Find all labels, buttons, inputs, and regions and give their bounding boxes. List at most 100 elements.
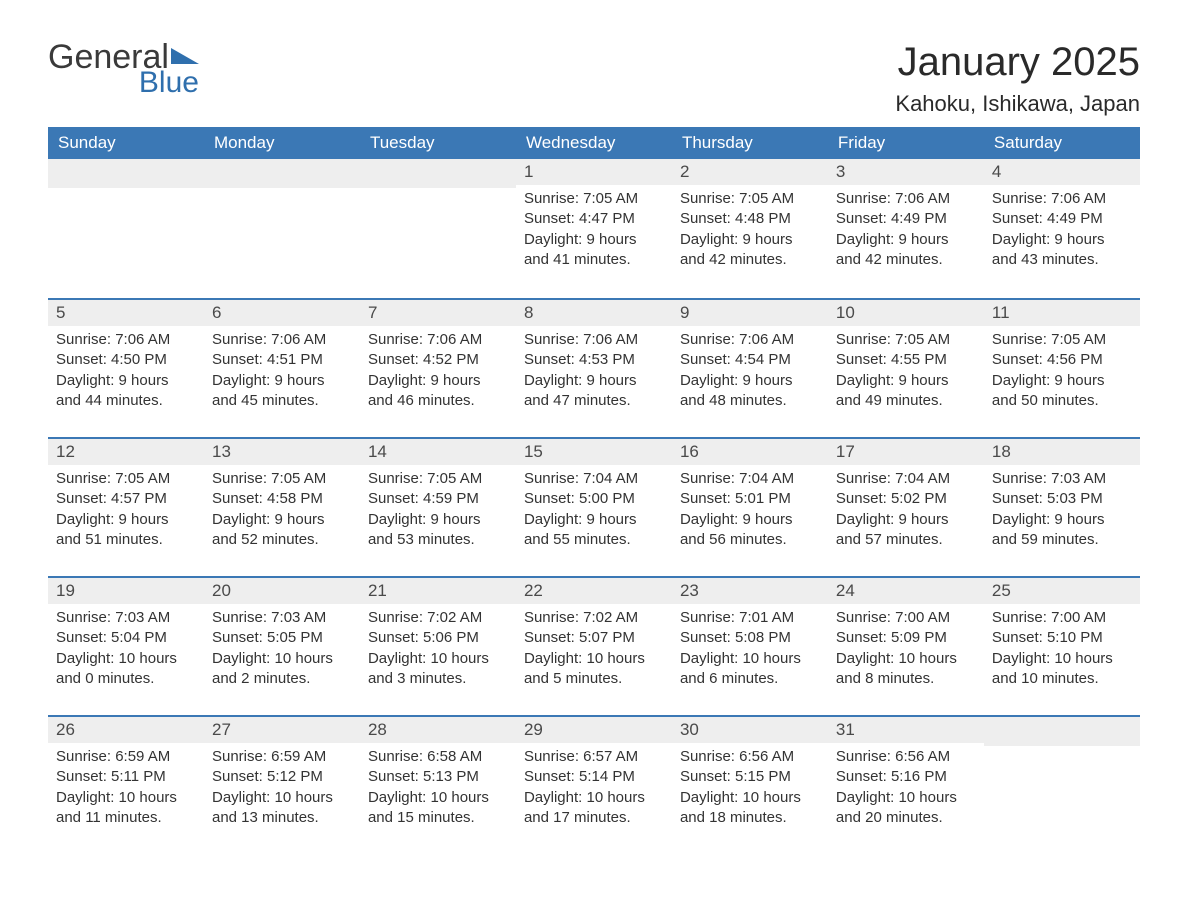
dl1-text: Daylight: 9 hours xyxy=(680,371,820,391)
day-number: 1 xyxy=(516,159,672,185)
sunset-text: Sunset: 4:57 PM xyxy=(56,489,196,509)
sunset-text: Sunset: 4:47 PM xyxy=(524,209,664,229)
dl1-text: Daylight: 10 hours xyxy=(524,649,664,669)
sunset-text: Sunset: 4:51 PM xyxy=(212,350,352,370)
sunrise-text: Sunrise: 7:06 AM xyxy=(212,330,352,350)
dl2-text: and 52 minutes. xyxy=(212,530,352,550)
day-number: 13 xyxy=(204,439,360,465)
dl2-text: and 49 minutes. xyxy=(836,391,976,411)
day-body: Sunrise: 7:06 AMSunset: 4:49 PMDaylight:… xyxy=(984,185,1140,296)
dl2-text: and 53 minutes. xyxy=(368,530,508,550)
sunset-text: Sunset: 5:06 PM xyxy=(368,628,508,648)
page-subtitle: Kahoku, Ishikawa, Japan xyxy=(895,91,1140,117)
day-cell: 13Sunrise: 7:05 AMSunset: 4:58 PMDayligh… xyxy=(204,438,360,577)
day-cell: 4Sunrise: 7:06 AMSunset: 4:49 PMDaylight… xyxy=(984,159,1140,299)
sunrise-text: Sunrise: 7:06 AM xyxy=(56,330,196,350)
day-cell: 9Sunrise: 7:06 AMSunset: 4:54 PMDaylight… xyxy=(672,299,828,438)
sunset-text: Sunset: 5:00 PM xyxy=(524,489,664,509)
day-number xyxy=(360,159,516,188)
sunrise-text: Sunrise: 7:05 AM xyxy=(56,469,196,489)
sunset-text: Sunset: 5:04 PM xyxy=(56,628,196,648)
dl2-text: and 50 minutes. xyxy=(992,391,1132,411)
sunset-text: Sunset: 5:15 PM xyxy=(680,767,820,787)
day-cell: 14Sunrise: 7:05 AMSunset: 4:59 PMDayligh… xyxy=(360,438,516,577)
sunrise-text: Sunrise: 6:59 AM xyxy=(212,747,352,767)
day-number: 14 xyxy=(360,439,516,465)
day-header: Sunday xyxy=(48,127,204,159)
sunset-text: Sunset: 4:49 PM xyxy=(992,209,1132,229)
day-cell: 23Sunrise: 7:01 AMSunset: 5:08 PMDayligh… xyxy=(672,577,828,716)
sunrise-text: Sunrise: 7:04 AM xyxy=(680,469,820,489)
day-body: Sunrise: 7:02 AMSunset: 5:06 PMDaylight:… xyxy=(360,604,516,715)
day-number: 28 xyxy=(360,717,516,743)
sunrise-text: Sunrise: 7:05 AM xyxy=(680,189,820,209)
dl1-text: Daylight: 9 hours xyxy=(524,510,664,530)
calendar-page: General Blue January 2025 Kahoku, Ishika… xyxy=(0,0,1188,904)
day-number xyxy=(984,717,1140,746)
day-body: Sunrise: 7:05 AMSunset: 4:56 PMDaylight:… xyxy=(984,326,1140,437)
sunrise-text: Sunrise: 7:06 AM xyxy=(524,330,664,350)
sunset-text: Sunset: 4:52 PM xyxy=(368,350,508,370)
sunset-text: Sunset: 4:59 PM xyxy=(368,489,508,509)
day-body: Sunrise: 7:04 AMSunset: 5:00 PMDaylight:… xyxy=(516,465,672,576)
day-body xyxy=(204,188,360,298)
dl1-text: Daylight: 10 hours xyxy=(56,649,196,669)
day-cell: 12Sunrise: 7:05 AMSunset: 4:57 PMDayligh… xyxy=(48,438,204,577)
day-body: Sunrise: 7:02 AMSunset: 5:07 PMDaylight:… xyxy=(516,604,672,715)
dl1-text: Daylight: 9 hours xyxy=(368,371,508,391)
sunset-text: Sunset: 4:53 PM xyxy=(524,350,664,370)
day-number: 25 xyxy=(984,578,1140,604)
day-number xyxy=(204,159,360,188)
sunrise-text: Sunrise: 6:57 AM xyxy=(524,747,664,767)
dl1-text: Daylight: 9 hours xyxy=(368,510,508,530)
dl2-text: and 46 minutes. xyxy=(368,391,508,411)
day-body: Sunrise: 7:06 AMSunset: 4:51 PMDaylight:… xyxy=(204,326,360,437)
day-body: Sunrise: 7:06 AMSunset: 4:50 PMDaylight:… xyxy=(48,326,204,437)
day-body: Sunrise: 7:01 AMSunset: 5:08 PMDaylight:… xyxy=(672,604,828,715)
day-header: Thursday xyxy=(672,127,828,159)
sunrise-text: Sunrise: 7:04 AM xyxy=(524,469,664,489)
sunset-text: Sunset: 5:12 PM xyxy=(212,767,352,787)
day-cell: 21Sunrise: 7:02 AMSunset: 5:06 PMDayligh… xyxy=(360,577,516,716)
dl1-text: Daylight: 10 hours xyxy=(212,788,352,808)
day-body: Sunrise: 7:05 AMSunset: 4:59 PMDaylight:… xyxy=(360,465,516,576)
dl1-text: Daylight: 9 hours xyxy=(836,371,976,391)
sunrise-text: Sunrise: 7:04 AM xyxy=(836,469,976,489)
sunrise-text: Sunrise: 7:00 AM xyxy=(992,608,1132,628)
dl1-text: Daylight: 9 hours xyxy=(992,510,1132,530)
sunrise-text: Sunrise: 7:02 AM xyxy=(368,608,508,628)
dl1-text: Daylight: 10 hours xyxy=(524,788,664,808)
day-number: 27 xyxy=(204,717,360,743)
day-number: 2 xyxy=(672,159,828,185)
day-cell xyxy=(360,159,516,299)
dl1-text: Daylight: 9 hours xyxy=(212,371,352,391)
dl2-text: and 0 minutes. xyxy=(56,669,196,689)
day-number: 8 xyxy=(516,300,672,326)
dl1-text: Daylight: 10 hours xyxy=(368,649,508,669)
day-number: 26 xyxy=(48,717,204,743)
sunset-text: Sunset: 4:48 PM xyxy=(680,209,820,229)
sunset-text: Sunset: 5:05 PM xyxy=(212,628,352,648)
day-body: Sunrise: 7:04 AMSunset: 5:02 PMDaylight:… xyxy=(828,465,984,576)
day-cell: 17Sunrise: 7:04 AMSunset: 5:02 PMDayligh… xyxy=(828,438,984,577)
dl1-text: Daylight: 10 hours xyxy=(212,649,352,669)
sunrise-text: Sunrise: 7:05 AM xyxy=(992,330,1132,350)
dl2-text: and 20 minutes. xyxy=(836,808,976,828)
day-number xyxy=(48,159,204,188)
sunrise-text: Sunrise: 6:59 AM xyxy=(56,747,196,767)
dl2-text: and 47 minutes. xyxy=(524,391,664,411)
day-body xyxy=(48,188,204,298)
day-cell: 20Sunrise: 7:03 AMSunset: 5:05 PMDayligh… xyxy=(204,577,360,716)
dl1-text: Daylight: 10 hours xyxy=(836,788,976,808)
dl1-text: Daylight: 9 hours xyxy=(524,371,664,391)
day-cell: 8 Sunrise: 7:06 AMSunset: 4:53 PMDaylight… xyxy=(516,299,672,438)
dl1-text: Daylight: 10 hours xyxy=(56,788,196,808)
day-number: 29 xyxy=(516,717,672,743)
day-body: Sunrise: 6:57 AMSunset: 5:14 PMDaylight:… xyxy=(516,743,672,854)
dl1-text: Daylight: 10 hours xyxy=(680,788,820,808)
day-body: Sunrise: 7:05 AMSunset: 4:58 PMDaylight:… xyxy=(204,465,360,576)
day-body: Sunrise: 7:06 AMSunset: 4:52 PMDaylight:… xyxy=(360,326,516,437)
dl2-text: and 45 minutes. xyxy=(212,391,352,411)
day-body: Sunrise: 6:56 AMSunset: 5:15 PMDaylight:… xyxy=(672,743,828,854)
week-row: 26Sunrise: 6:59 AMSunset: 5:11 PMDayligh… xyxy=(48,716,1140,856)
